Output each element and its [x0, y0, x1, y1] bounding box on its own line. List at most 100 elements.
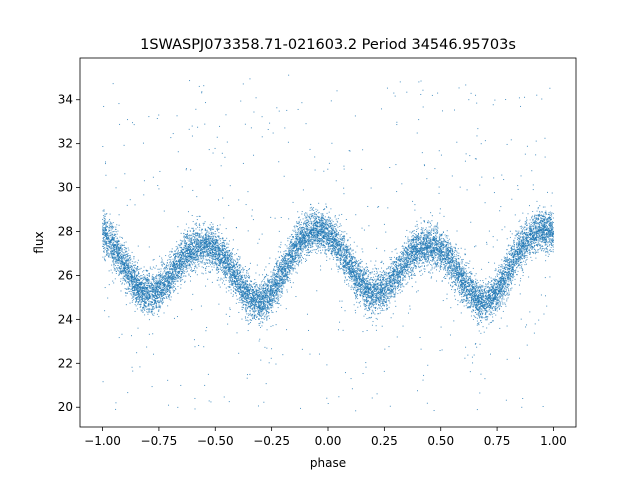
- data-point: [268, 280, 270, 282]
- data-point: [330, 224, 332, 226]
- data-point: [412, 250, 414, 252]
- data-point: [250, 315, 252, 317]
- data-point: [181, 267, 183, 269]
- data-point: [265, 308, 267, 310]
- data-point: [161, 295, 163, 297]
- data-point: [189, 260, 191, 262]
- data-point: [439, 254, 441, 256]
- data-point: [203, 235, 205, 237]
- data-point: [528, 236, 530, 238]
- data-point: [520, 259, 522, 261]
- data-point: [287, 240, 289, 242]
- data-point: [543, 233, 545, 235]
- data-point: [437, 252, 439, 254]
- data-point: [183, 265, 185, 267]
- data-point: [444, 241, 446, 243]
- data-point: [248, 286, 250, 288]
- data-point: [171, 278, 173, 280]
- data-point: [131, 266, 133, 268]
- data-point: [344, 246, 346, 248]
- data-point: [426, 229, 428, 231]
- data-point: [384, 285, 386, 287]
- data-point: [125, 262, 127, 264]
- data-point: [497, 304, 499, 306]
- data-point: [537, 240, 539, 242]
- data-point: [311, 233, 313, 235]
- data-point: [407, 270, 409, 272]
- data-point: [444, 255, 446, 257]
- data-point: [530, 242, 532, 244]
- data-point: [222, 271, 224, 273]
- data-point: [178, 267, 180, 269]
- data-point: [459, 294, 460, 296]
- data-point: [191, 233, 193, 235]
- data-point: [286, 259, 288, 261]
- data-point: [537, 206, 539, 208]
- data-point: [398, 282, 400, 284]
- data-point: [386, 281, 388, 283]
- data-point: [111, 264, 113, 266]
- data-point: [461, 263, 463, 265]
- data-point: [508, 279, 510, 281]
- data-point: [506, 256, 508, 258]
- data-point: [306, 230, 308, 232]
- data-point: [227, 286, 229, 288]
- data-point: [103, 251, 105, 253]
- data-point: [315, 249, 317, 251]
- data-point: [271, 276, 273, 278]
- data-point: [349, 265, 351, 267]
- data-point: [122, 254, 124, 256]
- data-point: [452, 263, 454, 265]
- data-point: [407, 236, 409, 238]
- data-point: [357, 280, 359, 282]
- data-point: [204, 252, 206, 254]
- data-point: [249, 302, 251, 304]
- data-point: [160, 298, 162, 300]
- data-point: [525, 259, 527, 261]
- data-point: [327, 217, 329, 219]
- data-point: [137, 286, 139, 288]
- data-point: [403, 246, 405, 248]
- data-point: [369, 281, 371, 283]
- data-point: [453, 276, 455, 278]
- data-point: [329, 217, 331, 219]
- data-point: [308, 238, 310, 240]
- data-point: [251, 294, 253, 296]
- data-point: [284, 250, 286, 252]
- data-point: [246, 288, 248, 290]
- data-point: [147, 295, 149, 297]
- data-point: [380, 277, 382, 279]
- data-point: [363, 271, 365, 273]
- data-point: [503, 289, 505, 291]
- data-point: [330, 241, 332, 243]
- data-point: [197, 252, 199, 254]
- data-point: [242, 301, 244, 303]
- data-point: [496, 310, 498, 312]
- data-point: [291, 248, 293, 250]
- data-point: [370, 277, 372, 279]
- data-point: [197, 235, 199, 237]
- data-point: [403, 267, 405, 269]
- data-point: [304, 243, 306, 245]
- data-point: [214, 233, 216, 235]
- data-point: [437, 243, 439, 245]
- data-point: [418, 266, 420, 268]
- data-point: [448, 238, 450, 240]
- data-point: [261, 294, 263, 296]
- data-point: [257, 311, 259, 313]
- data-point: [195, 253, 197, 255]
- data-point: [195, 223, 197, 225]
- data-point: [125, 248, 127, 250]
- data-point: [311, 251, 313, 253]
- data-point: [437, 222, 439, 224]
- data-point: [123, 266, 125, 268]
- data-point: [506, 254, 508, 256]
- data-point: [104, 215, 106, 217]
- data-point: [108, 240, 110, 242]
- data-point: [449, 277, 451, 279]
- data-point: [111, 247, 113, 249]
- data-point: [373, 307, 375, 309]
- data-point: [302, 248, 304, 250]
- data-point: [533, 234, 535, 236]
- data-point: [349, 263, 351, 265]
